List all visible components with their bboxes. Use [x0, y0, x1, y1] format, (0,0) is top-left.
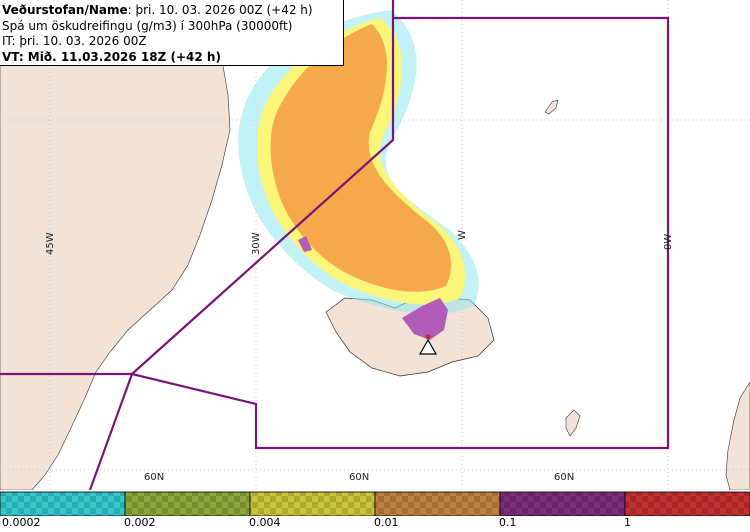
forecast-info-box: Veðurstofan/Name: þri. 10. 03. 2026 00Z … — [0, 0, 344, 66]
concentration-legend — [0, 491, 750, 516]
faroe-islands — [565, 409, 581, 437]
legend-swatch-pattern — [625, 492, 750, 516]
volcano-triangle-icon — [418, 334, 438, 355]
legend-tick-1: 0.002 — [124, 516, 156, 529]
jan-mayen-island — [544, 99, 559, 115]
greenland-landmass — [0, 0, 231, 490]
valid-time: VT: Mið. 11.03.2026 18Z (+42 h) — [2, 49, 221, 64]
norway-landmass — [725, 381, 750, 490]
legend-tick-0: 0.0002 — [2, 516, 41, 529]
product-title: Spá um öskudreifingu (g/m3) í 300hPa (30… — [2, 18, 293, 33]
legend-tick-3: 0.01 — [374, 516, 399, 529]
ash-forecast-map — [0, 0, 750, 490]
legend-swatch-pattern — [500, 492, 625, 516]
fir-boundary — [0, 0, 670, 490]
legend-tick-2: 0.004 — [249, 516, 281, 529]
ash-plume — [238, 10, 479, 340]
lat-label-3: 60N — [554, 472, 575, 483]
lat-label-2: 60N — [349, 472, 370, 483]
issuer-line: Veðurstofan/Name: þri. 10. 03. 2026 00Z … — [2, 3, 313, 17]
lat-label-1: 60N — [144, 472, 165, 483]
legend-swatch-pattern — [0, 492, 125, 516]
lon-label-45w: 45W — [45, 232, 56, 255]
legend-swatch-pattern — [125, 492, 250, 516]
lon-label-0w: 0W — [663, 233, 674, 250]
legend-swatch-pattern — [375, 492, 500, 516]
legend-swatch-pattern — [250, 492, 375, 516]
issue-time: IT: þri. 10. 03. 2026 00Z — [2, 34, 147, 48]
legend-tick-4: 0.1 — [499, 516, 517, 529]
lon-label-30w: 30W — [251, 232, 262, 255]
legend-tick-5: 1 — [624, 516, 631, 529]
lon-label-w: W — [457, 230, 468, 240]
